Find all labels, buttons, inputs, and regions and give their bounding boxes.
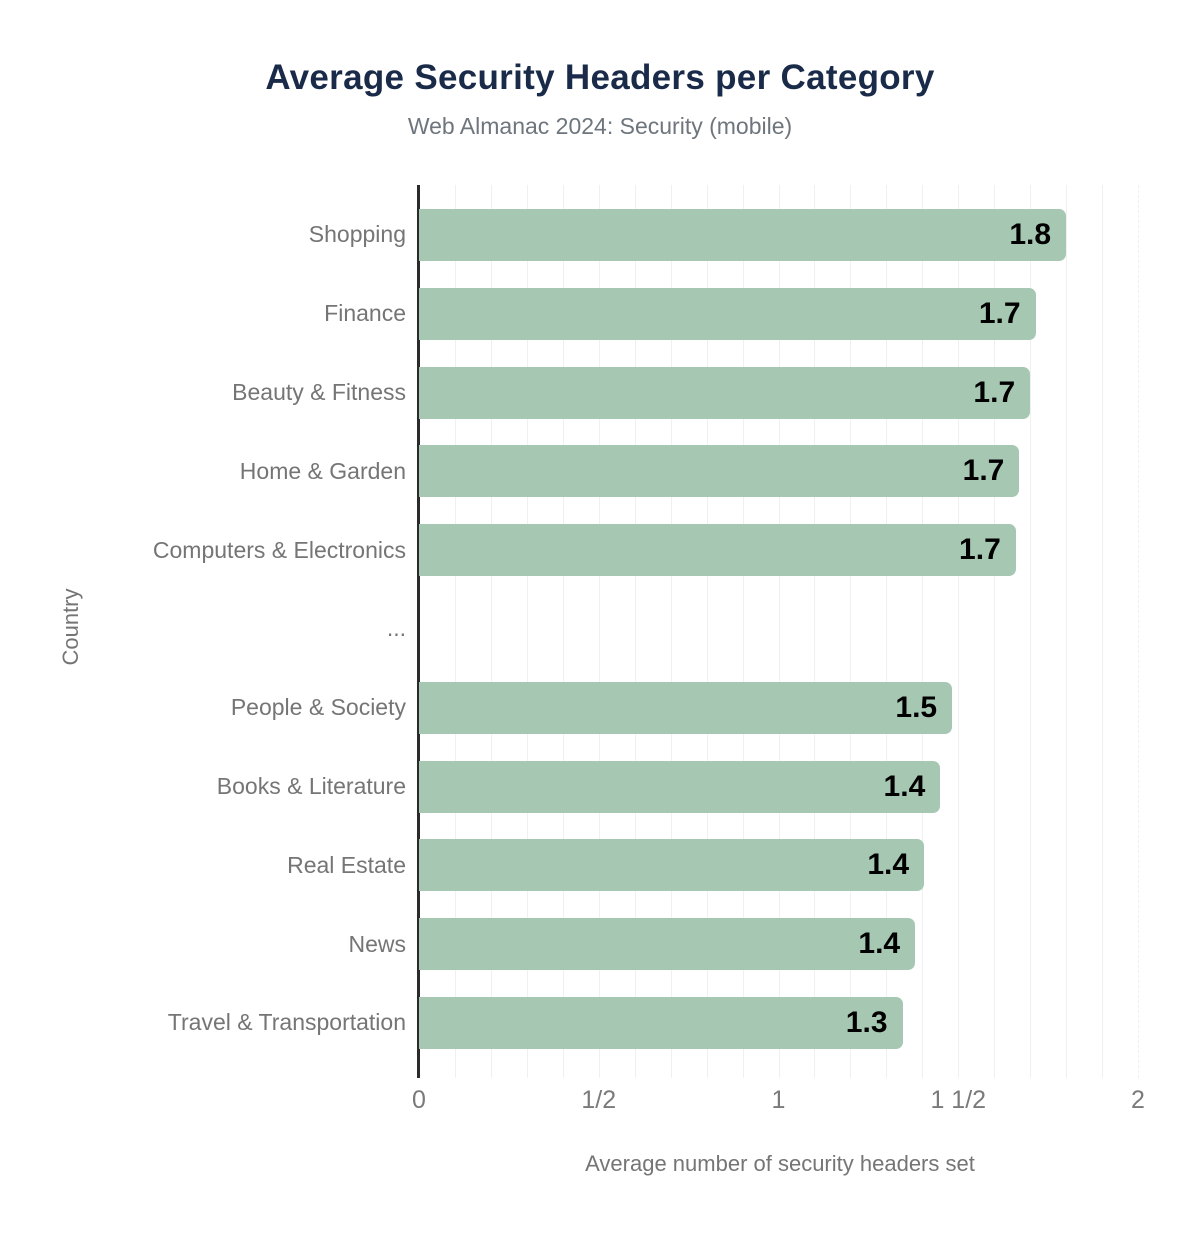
- x-axis-title: Average number of security headers set: [585, 1151, 975, 1176]
- bar-rows: Shopping 1.8 Finance 1.7 Beauty & Fitness 1.7…: [0, 196, 1200, 1063]
- value-label: 1.3: [845, 1005, 888, 1039]
- gridline: [490, 185, 492, 1078]
- gridline: [1030, 185, 1032, 1078]
- chart-row: News 1.4: [0, 905, 1200, 984]
- gridline: [850, 185, 852, 1078]
- gridline: [670, 185, 672, 1078]
- x-axis-ticks: 0 1/2 1 1 1/2 2: [412, 1086, 1145, 1118]
- x-tick-label: 2: [1131, 1086, 1145, 1114]
- chart-row: Beauty & Fitness 1.7: [0, 353, 1200, 432]
- x-tick-label: 1/2: [581, 1086, 617, 1114]
- gridline: [886, 185, 888, 1078]
- bar: 1.7: [419, 366, 1031, 419]
- value-label: 1.7: [973, 375, 1016, 409]
- ellipsis-label: ...: [386, 615, 406, 642]
- chart-row: Home & Garden 1.7: [0, 432, 1200, 511]
- gridline: [1102, 185, 1104, 1078]
- chart-row: Real Estate 1.4: [0, 826, 1200, 905]
- gridline: [778, 185, 780, 1078]
- category-label: Real Estate: [287, 851, 406, 878]
- chart-row: Travel & Transportation 1.3: [0, 984, 1200, 1063]
- chart-title: Average Security Headers per Category: [265, 58, 935, 97]
- chart-subtitle: Web Almanac 2024: Security (mobile): [407, 113, 793, 139]
- bar: 1.7: [419, 445, 1020, 498]
- bar: 1.4: [419, 918, 916, 971]
- value-label: 1.7: [962, 454, 1005, 488]
- value-label: 1.4: [883, 769, 926, 803]
- x-tick-label: 1 1/2: [930, 1086, 987, 1114]
- category-label: People & Society: [230, 694, 406, 721]
- chart-row: ...: [0, 590, 1200, 669]
- gridline: [706, 185, 708, 1078]
- x-tick-label: 0: [412, 1086, 426, 1114]
- category-label: Beauty & Fitness: [232, 379, 406, 406]
- chart-row: Computers & Electronics 1.7: [0, 511, 1200, 590]
- gridline: [526, 185, 528, 1078]
- gridline: [922, 185, 924, 1078]
- gridline: [1138, 185, 1140, 1078]
- chart-row: Books & Literature 1.4: [0, 747, 1200, 826]
- chart-row: Shopping 1.8: [0, 196, 1200, 275]
- bar: 1.3: [419, 996, 903, 1049]
- gridline: [562, 185, 564, 1078]
- category-label: Home & Garden: [239, 457, 406, 484]
- category-label: Travel & Transportation: [167, 1009, 406, 1036]
- value-label: 1.7: [959, 533, 1001, 567]
- gridline: [634, 185, 636, 1078]
- bar: 1.4: [419, 760, 941, 813]
- gridline: [742, 185, 744, 1078]
- bar: 1.4: [419, 839, 925, 892]
- chart-row: Finance 1.7: [0, 274, 1200, 353]
- gridline: [814, 185, 816, 1078]
- gridline: [994, 185, 996, 1078]
- chart-row: People & Society 1.5: [0, 668, 1200, 747]
- category-label: Books & Literature: [216, 773, 406, 800]
- category-label: Shopping: [308, 221, 406, 248]
- gridline: [598, 185, 600, 1078]
- bar: 1.5: [419, 681, 953, 734]
- value-label: 1.5: [895, 690, 938, 724]
- value-label: 1.4: [858, 927, 901, 961]
- category-label: Finance: [324, 300, 406, 327]
- category-label: News: [348, 930, 406, 957]
- bar: 1.7: [419, 287, 1036, 340]
- value-label: 1.4: [867, 848, 910, 882]
- value-label: 1.8: [1009, 217, 1052, 251]
- bar: 1.7: [419, 524, 1016, 577]
- y-axis-line: [417, 185, 420, 1078]
- gridline: [454, 185, 456, 1078]
- gridline: [1066, 185, 1068, 1078]
- category-label: Computers & Electronics: [152, 536, 406, 563]
- plot-area: [419, 185, 1144, 1078]
- value-label: 1.7: [978, 296, 1021, 330]
- gridline: [958, 185, 960, 1078]
- x-tick-label: 1: [771, 1086, 786, 1114]
- bar: 1.8: [419, 208, 1067, 261]
